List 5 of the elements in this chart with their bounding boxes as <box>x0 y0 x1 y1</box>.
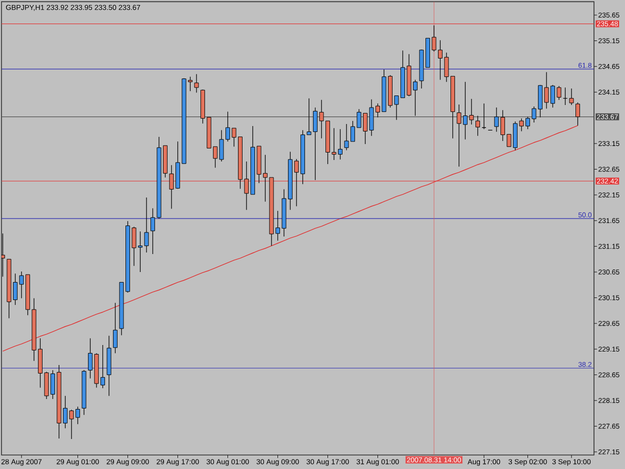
candlestick <box>113 302 118 354</box>
candlestick <box>575 102 580 126</box>
candlestick <box>194 74 199 93</box>
candlestick <box>569 88 574 106</box>
candlestick <box>475 115 480 136</box>
